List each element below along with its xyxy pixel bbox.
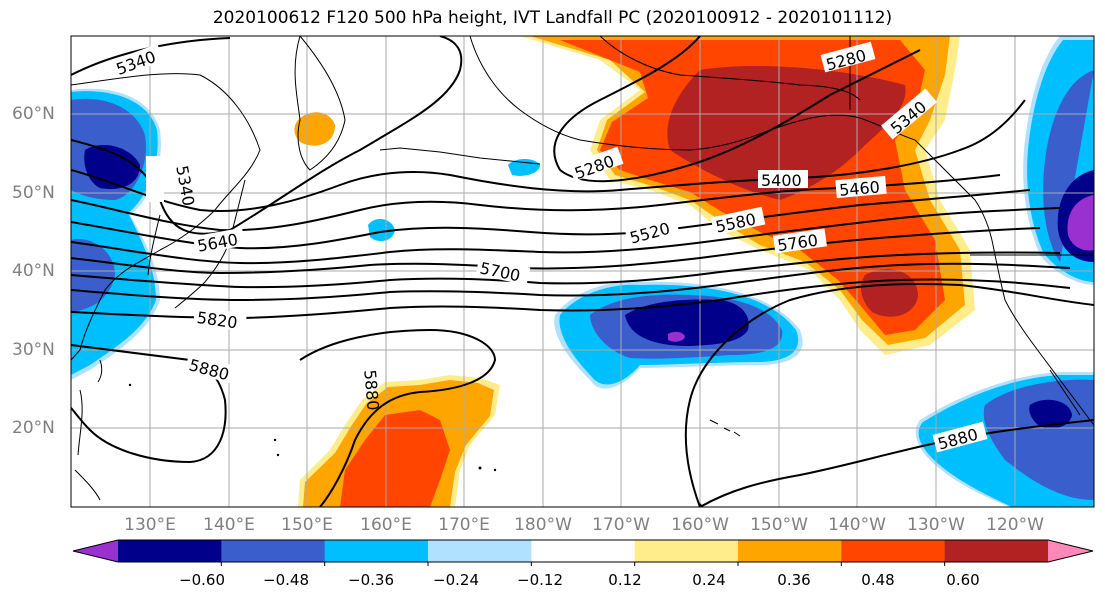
coast-alaska: [469, 36, 916, 151]
positive-anomaly-subtropical-red: [340, 410, 450, 507]
colorbar-outline: [72, 539, 1094, 563]
contour-label: 5400: [761, 171, 802, 190]
lon-label: 120°W: [986, 515, 1044, 535]
colorbar-tick-label: −0.12: [517, 571, 563, 589]
coast-baja: [1049, 369, 1081, 416]
colorbar-segment: [324, 540, 429, 562]
colorbar-segment: [428, 540, 532, 562]
lon-label: 150°E: [281, 515, 333, 535]
lon-label: 140°W: [828, 515, 886, 535]
coast-alaska-north: [599, 36, 861, 101]
lat-label-40n: 40°N: [12, 261, 55, 281]
colorbar-tick-label: 0.60: [946, 571, 980, 589]
colorbar: [72, 539, 1094, 566]
contour-5580: [71, 207, 1061, 265]
contour-label: 5460: [838, 177, 880, 199]
colorbar-segment: [221, 540, 326, 562]
colorbar-tick-label: −0.60: [179, 571, 225, 589]
colorbar-tick-label: −0.48: [263, 571, 309, 589]
colorbar-extend-max: [1048, 540, 1093, 562]
negative-anomaly-east-purple: [1067, 195, 1094, 251]
coast-asia: [71, 73, 261, 361]
colorbar-tick-label: 0.24: [692, 571, 726, 589]
coast-aleutians: [379, 147, 541, 165]
colorbar-tick-label: 0.48: [861, 571, 895, 589]
negative-anomaly-se-navy: [1029, 399, 1072, 429]
lon-label: 150°W: [750, 515, 808, 535]
negative-anomaly-central-navy: [625, 299, 749, 346]
lon-label: 130°E: [124, 515, 176, 535]
contour-label: 5880: [360, 369, 382, 411]
lon-label: 180°W: [514, 515, 572, 535]
colorbar-segment: [944, 540, 1049, 562]
negative-anomaly-central-purple: [668, 331, 685, 342]
contour-5400: [71, 99, 1026, 212]
negative-anomaly-east-blue: [1043, 70, 1094, 262]
lat-label-50n: 50°N: [12, 183, 55, 203]
lat-label-30n: 30°N: [12, 340, 55, 360]
coast-taiwan: [97, 359, 103, 383]
colorbar-tick-label: 0.36: [777, 571, 811, 589]
coast-kamchatka: [294, 36, 346, 171]
lon-label: 170°E: [438, 515, 490, 535]
map-title: 2020100612 F120 500 hPa height, IVT Land…: [212, 8, 893, 28]
contour-5520: [71, 189, 1031, 250]
colorbar-segment: [118, 540, 222, 562]
positive-anomaly-alaska-darkred: [667, 65, 906, 200]
ivt-anomaly-shading: [71, 36, 1094, 507]
contour-5880-west: [71, 344, 227, 464]
lon-label: 140°E: [203, 515, 255, 535]
lon-label: 160°E: [360, 515, 412, 535]
lon-label: 170°W: [592, 515, 650, 535]
colorbar-tick-label: 0.12: [608, 571, 642, 589]
coast-hawaii: [709, 419, 741, 437]
map-frame: [70, 35, 1095, 508]
lon-label: 130°W: [907, 515, 965, 535]
contour-5880-center: [299, 328, 497, 507]
positive-anomaly-small-orange: [294, 112, 335, 146]
lat-label-60n: 60°N: [12, 104, 55, 124]
lat-label-20n: 20°N: [12, 418, 55, 438]
negative-anomaly-west-blue-2: [71, 239, 115, 312]
lon-label: 160°W: [671, 515, 729, 535]
contour-5760: [71, 262, 1071, 302]
colorbar-extend-min: [73, 540, 118, 562]
map-panel: 5340 5340 5280 5280 5340 5400 5460 5520 …: [71, 36, 1094, 507]
contour-5880-east: [684, 282, 1094, 507]
colorbar-segment: [738, 540, 842, 562]
colorbar-segment: [841, 540, 946, 562]
contour-5700: [71, 251, 1061, 289]
colorbar-segment: [634, 540, 739, 562]
contour-5280-gulf: [553, 36, 921, 183]
coast-na-west: [914, 139, 1094, 426]
gridlines: [71, 36, 1094, 507]
colorbar-tick-label: −0.36: [348, 571, 394, 589]
negative-anomaly-spot-1: [368, 218, 395, 242]
colorbar-tick-label: −0.24: [433, 571, 479, 589]
colorbar-segment: [531, 540, 636, 562]
